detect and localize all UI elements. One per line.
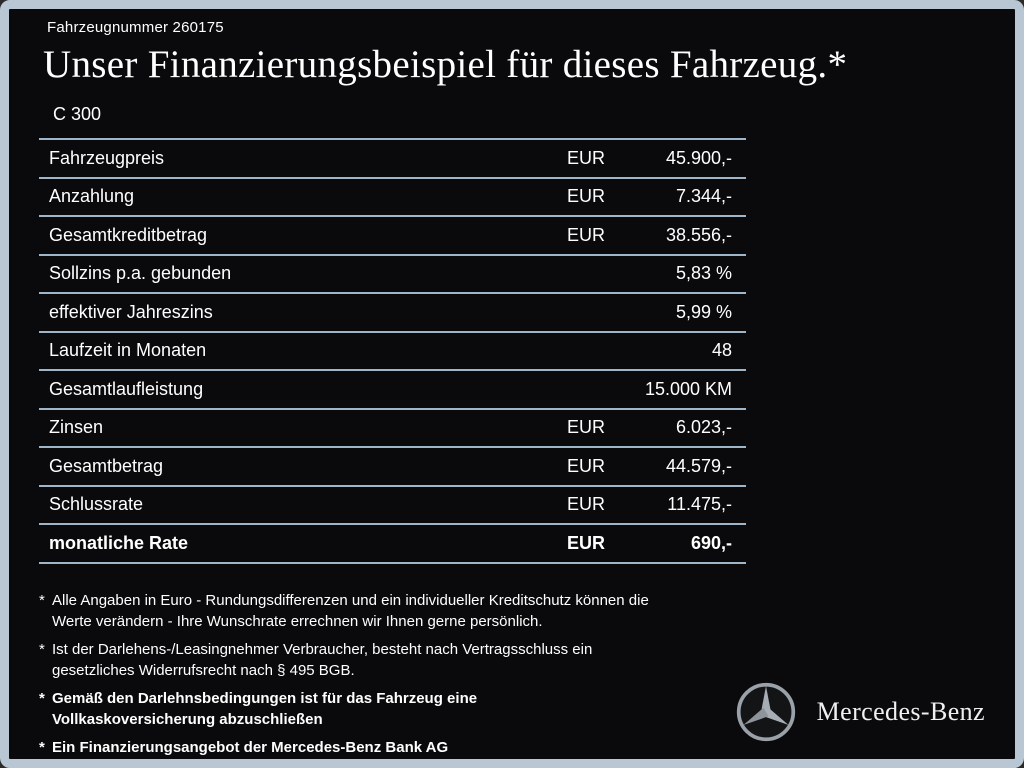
row-currency: EUR xyxy=(566,532,605,553)
footnote-text: Ist der Darlehens-/Leasingnehmer Verbrau… xyxy=(52,640,593,679)
finance-table: Fahrzeugpreis EUR 45.900,- Anzahlung EUR… xyxy=(39,138,746,564)
row-value: 5,83 % xyxy=(675,263,732,284)
row-value: 48 xyxy=(711,340,732,361)
table-row: Fahrzeugpreis EUR 45.900,- xyxy=(39,138,746,177)
row-label: monatliche Rate xyxy=(49,532,189,553)
footnote: * Alle Angaben in Euro - Rundungsdiffere… xyxy=(39,590,751,632)
row-value: 15.000 KM xyxy=(644,378,732,399)
row-currency: EUR xyxy=(566,186,605,207)
table-row: Sollzins p.a. gebunden 5,83 % xyxy=(39,253,746,293)
row-value: 6.023,- xyxy=(675,417,732,438)
row-currency: EUR xyxy=(566,224,605,245)
row-value: 38.556,- xyxy=(665,224,732,245)
table-row: Schlussrate EUR 11.475,- xyxy=(39,484,746,524)
mercedes-star-icon xyxy=(736,682,795,742)
vehicle-model: C 300 xyxy=(53,104,102,124)
row-label: Schlussrate xyxy=(49,494,144,515)
table-row: Gesamtlaufleistung 15.000 KM xyxy=(39,369,746,408)
row-currency: EUR xyxy=(566,147,605,168)
footnote: * Ist der Darlehens-/Leasingnehmer Verbr… xyxy=(39,639,751,681)
footnote-marker: * xyxy=(39,738,45,756)
footnote-marker: * xyxy=(39,640,45,658)
vehicle-number: Fahrzeugnummer 260175 xyxy=(47,19,224,36)
table-row: effektiver Jahreszins 5,99 % xyxy=(39,292,746,331)
row-value: 45.900,- xyxy=(665,147,732,168)
footnote: * Ein Finanzierungsangebot der Mercedes-… xyxy=(39,737,751,758)
row-value: 690,- xyxy=(690,532,732,553)
table-row: Gesamtkreditbetrag EUR 38.556,- xyxy=(39,215,746,254)
footnote-text: Ein Finanzierungsangebot der Mercedes-Be… xyxy=(52,738,449,756)
row-label: Anzahlung xyxy=(49,186,135,207)
page-title: Unser Finanzierungsbeispiel für dieses F… xyxy=(43,43,848,86)
table-row: Laufzeit in Monaten 48 xyxy=(39,330,746,370)
row-value: 44.579,- xyxy=(665,455,732,476)
table-row: Anzahlung EUR 7.344,- xyxy=(39,176,746,216)
row-label: Gesamtlaufleistung xyxy=(49,378,204,399)
footnote-marker: * xyxy=(39,689,45,707)
row-label: Fahrzeugpreis xyxy=(49,147,165,168)
row-currency: EUR xyxy=(566,455,605,476)
footnote: * Gemäß den Darlehnsbedingungen ist für … xyxy=(39,688,751,730)
row-label: Zinsen xyxy=(49,417,104,438)
row-label: Gesamtkreditbetrag xyxy=(49,224,208,245)
row-value: 11.475,- xyxy=(667,494,732,515)
row-label: Laufzeit in Monaten xyxy=(49,340,207,361)
row-label: effektiver Jahreszins xyxy=(49,301,213,322)
table-row-monthly-rate: monatliche Rate EUR 690,- xyxy=(39,523,746,564)
row-currency: EUR xyxy=(566,494,605,515)
brand-name: Mercedes-Benz xyxy=(816,697,985,726)
row-label: Gesamtbetrag xyxy=(49,455,164,476)
footnote-text: Alle Angaben in Euro - Rundungsdifferenz… xyxy=(52,591,649,630)
row-value: 5,99 % xyxy=(675,301,732,322)
row-value: 7.344,- xyxy=(675,186,732,207)
table-row: Zinsen EUR 6.023,- xyxy=(39,407,746,447)
row-label: Sollzins p.a. gebunden xyxy=(49,263,232,284)
footnotes: * Alle Angaben in Euro - Rundungsdiffere… xyxy=(39,590,751,758)
footnote-text: Gemäß den Darlehnsbedingungen ist für da… xyxy=(52,689,478,728)
brand-block: Mercedes-Benz xyxy=(735,681,985,743)
footnote-marker: * xyxy=(39,591,45,609)
row-currency: EUR xyxy=(566,417,605,438)
table-row: Gesamtbetrag EUR 44.579,- xyxy=(39,446,746,485)
